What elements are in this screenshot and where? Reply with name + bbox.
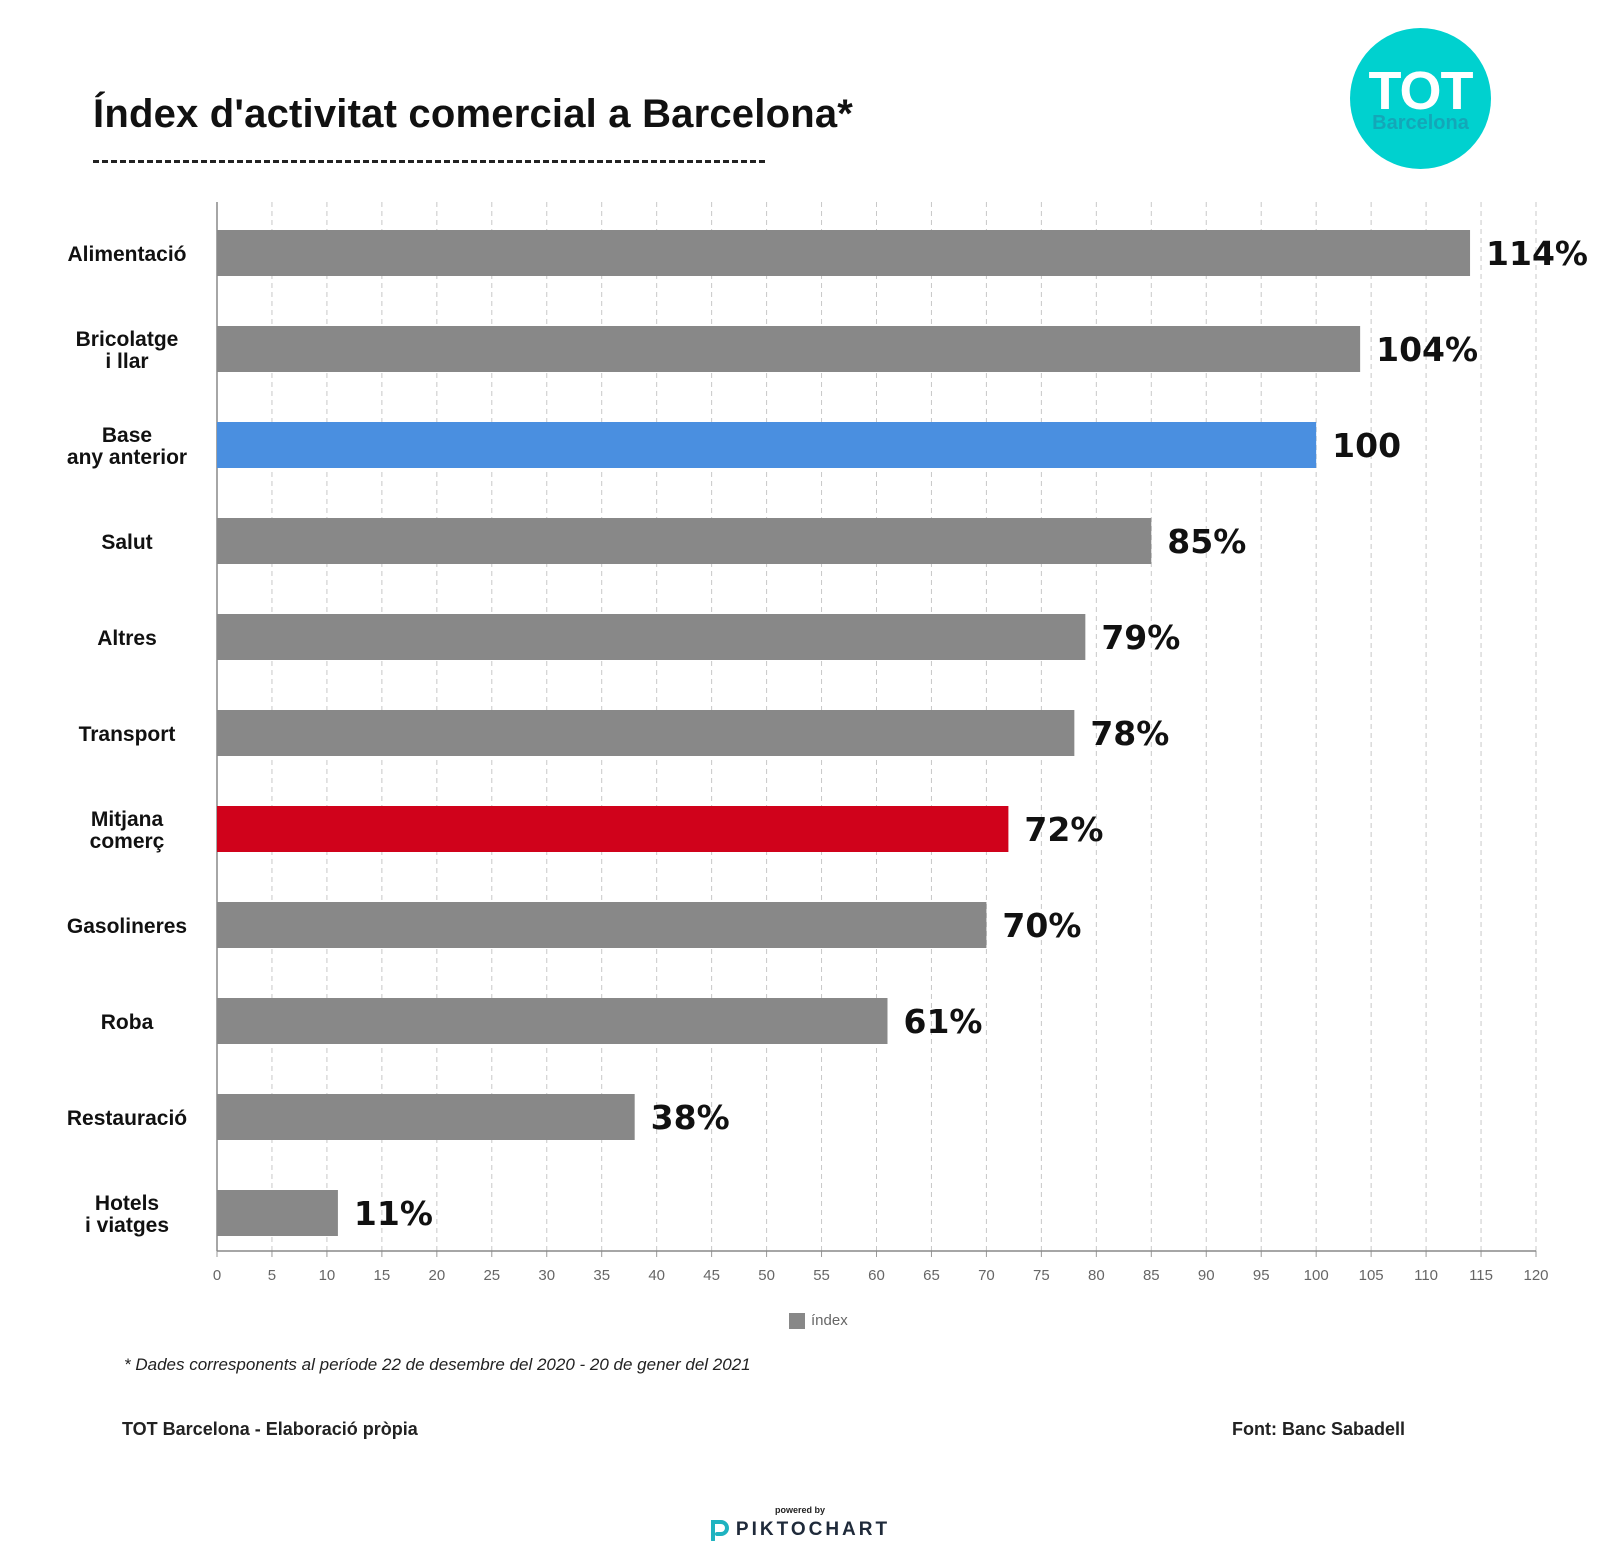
value-label: 70% [1002, 906, 1081, 945]
x-tick-label: 120 [1523, 1267, 1548, 1284]
x-tick-label: 30 [538, 1267, 555, 1284]
category-label: Roba [101, 1011, 154, 1034]
value-label: 85% [1167, 522, 1246, 561]
x-tick-label: 5 [268, 1267, 276, 1284]
bar [217, 998, 888, 1044]
logo-sub-text: Barcelona [1372, 112, 1469, 134]
page-title: Índex d'activitat comercial a Barcelona* [93, 92, 854, 136]
bar [217, 710, 1075, 756]
logo-main-text: TOT [1368, 61, 1474, 121]
value-label: 100 [1332, 426, 1401, 465]
piktochart-wordmark: PIKTOCHART [735, 1519, 891, 1540]
category-label: Hotels i viatges [85, 1192, 169, 1237]
powered-by-text: powered by [774, 1505, 825, 1515]
piktochart-brand[interactable]: PIKTOCHART [710, 1519, 890, 1541]
x-tick-label: 95 [1253, 1267, 1270, 1284]
legend-label: índex [811, 1312, 848, 1329]
value-label: 104% [1376, 330, 1478, 369]
bar [217, 422, 1317, 468]
x-tick-label: 20 [428, 1267, 445, 1284]
category-label: Base any anterior [67, 424, 187, 469]
value-label: 79% [1101, 618, 1180, 657]
category-label: Alimentació [67, 243, 186, 266]
value-label: 114% [1486, 234, 1588, 273]
x-tick-label: 70 [978, 1267, 995, 1284]
bar [217, 614, 1086, 660]
x-tick-label: 75 [1033, 1267, 1050, 1284]
x-tick-label: 60 [868, 1267, 885, 1284]
x-tick-label: 50 [758, 1267, 775, 1284]
credit-text: TOT Barcelona - Elaboració pròpia [122, 1419, 418, 1439]
bar [217, 1094, 635, 1140]
x-tick-label: 105 [1359, 1267, 1384, 1284]
x-tick-label: 85 [1143, 1267, 1160, 1284]
x-tick-label: 55 [813, 1267, 830, 1284]
category-label: Transport [79, 723, 176, 746]
bar-chart: 0 5 10 15 20 25 30 35 40 45 50 55 60 65 70 75 80 85 90 95 10… [67, 202, 1588, 1284]
x-tick-label: 25 [483, 1267, 500, 1284]
bar [217, 902, 987, 948]
category-label: Gasolineres [67, 915, 187, 938]
x-tick-label: 110 [1414, 1267, 1438, 1284]
value-label: 61% [903, 1002, 982, 1041]
x-tick-label: 80 [1088, 1267, 1105, 1284]
value-label: 11% [354, 1194, 433, 1233]
x-tick-label: 15 [374, 1267, 391, 1284]
piktochart-icon [710, 1520, 729, 1541]
category-label: Bricolatge i llar [76, 328, 179, 373]
bar [217, 326, 1361, 372]
bar [217, 1190, 338, 1236]
title-divider [93, 160, 765, 163]
chart-legend: índex [789, 1312, 848, 1329]
x-tick-label: 90 [1198, 1267, 1215, 1284]
x-tick-label: 10 [319, 1267, 336, 1284]
tot-barcelona-logo: TOT Barcelona [1350, 28, 1491, 169]
value-label: 38% [651, 1098, 730, 1137]
footnote: * Dades corresponents al període 22 de d… [124, 1355, 751, 1374]
category-label: Restauració [67, 1107, 187, 1130]
x-tick-label: 100 [1304, 1267, 1329, 1284]
x-tick-label: 65 [923, 1267, 940, 1284]
category-label: Salut [101, 531, 152, 554]
x-tick-label: 45 [703, 1267, 720, 1284]
bar [217, 518, 1152, 564]
x-tick-label: 40 [648, 1267, 665, 1284]
powered-by-footer: powered by PIKTOCHART [0, 1505, 1600, 1546]
category-label: Altres [97, 627, 157, 650]
value-label: 72% [1024, 810, 1103, 849]
bar [217, 230, 1471, 276]
bar [217, 806, 1009, 852]
category-label: Mitjana comerç [90, 808, 165, 853]
value-label: 78% [1090, 714, 1169, 753]
x-tick-label: 115 [1469, 1267, 1493, 1284]
x-tick-label: 35 [593, 1267, 610, 1284]
legend-swatch [789, 1312, 805, 1329]
source-text: Font: Banc Sabadell [1232, 1419, 1406, 1439]
x-tick-label: 0 [213, 1267, 221, 1284]
